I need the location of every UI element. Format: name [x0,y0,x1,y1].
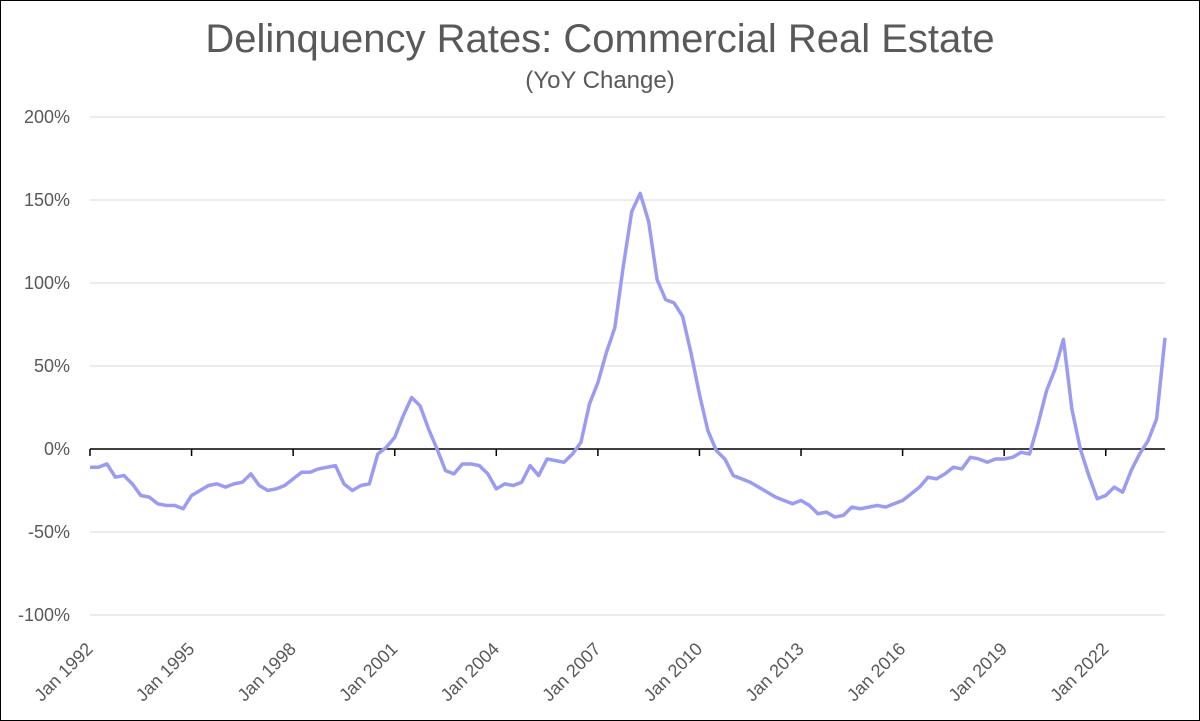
chart-title: Delinquency Rates: Commercial Real Estat… [205,17,994,61]
y-tick-label: 50% [34,356,70,376]
y-tick-label: -50% [28,522,70,542]
line-series [90,191,1167,519]
y-tick-label: 0% [44,439,70,459]
y-tick-label: 200% [24,107,70,127]
y-tick-label: -100% [18,605,70,625]
y-tick-label: 150% [24,190,70,210]
y-tick-label: 100% [24,273,70,293]
chart-subtitle: (YoY Change) [525,67,674,94]
